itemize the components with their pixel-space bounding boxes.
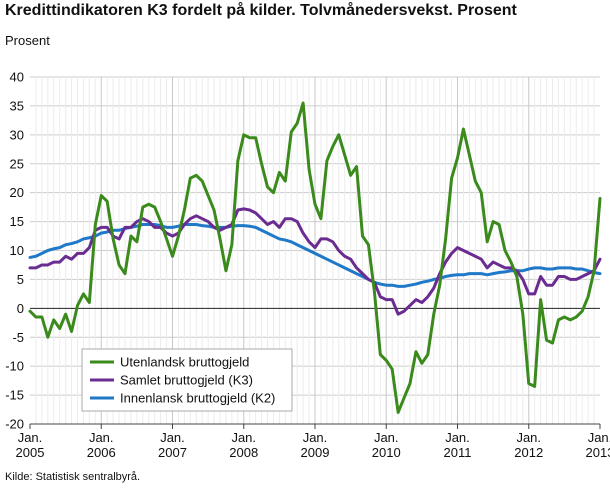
y-tick-label: 40 <box>10 70 24 85</box>
legend-label: Utenlandsk bruttogjeld <box>120 355 249 370</box>
x-tick-label-month: Jan. <box>516 430 541 445</box>
y-tick-label: 25 <box>10 156 24 171</box>
source-note: Kilde: Statistisk sentralbyrå. <box>5 471 141 483</box>
y-tick-label: 35 <box>10 98 24 113</box>
y-tick-label: -20 <box>5 417 24 432</box>
legend-label: Samlet bruttogjeld (K3) <box>120 373 253 388</box>
x-tick-label-year: 2009 <box>301 445 330 460</box>
x-tick-label-year: 2005 <box>16 445 45 460</box>
y-tick-label: -5 <box>12 330 24 345</box>
y-tick-label: 30 <box>10 127 24 142</box>
x-tick-label-year: 2007 <box>158 445 187 460</box>
x-tick-label-year: 2011 <box>444 445 472 460</box>
x-tick-label-month: Jan. <box>374 430 399 445</box>
y-tick-label: 15 <box>10 214 24 229</box>
x-tick-label-month: Jan. <box>160 430 185 445</box>
y-tick-label: -10 <box>5 359 24 374</box>
x-tick-label-year: 2012 <box>514 445 543 460</box>
x-tick-label-month: Jan. <box>231 430 256 445</box>
legend-label: Innenlansk bruttogjeld (K2) <box>120 391 275 406</box>
series-line-0 <box>28 101 602 414</box>
legend-box <box>81 348 293 412</box>
chart-title: Kredittindikatoren K3 fordelt på kilder.… <box>5 2 517 19</box>
x-tick-label-month: Jan. <box>588 430 610 445</box>
x-tick-label-month: Jan. <box>445 430 470 445</box>
x-tick-label-year: 2006 <box>87 445 116 460</box>
y-tick-label: 5 <box>17 272 24 287</box>
x-tick-label-month: Jan. <box>89 430 114 445</box>
y-tick-label: 10 <box>10 243 24 258</box>
y-tick-label: 20 <box>10 185 24 200</box>
x-tick-label-month: Jan. <box>303 430 328 445</box>
x-tick-label-year: 2008 <box>229 445 258 460</box>
x-tick-label-year: 2010 <box>372 445 401 460</box>
y-tick-label: -15 <box>5 388 24 403</box>
y-axis-label: Prosent <box>5 33 50 48</box>
x-tick-label-month: Jan. <box>18 430 43 445</box>
x-tick-label-year: 2013 <box>586 445 610 460</box>
series-line-1 <box>28 207 602 316</box>
y-tick-label: 0 <box>17 301 24 316</box>
